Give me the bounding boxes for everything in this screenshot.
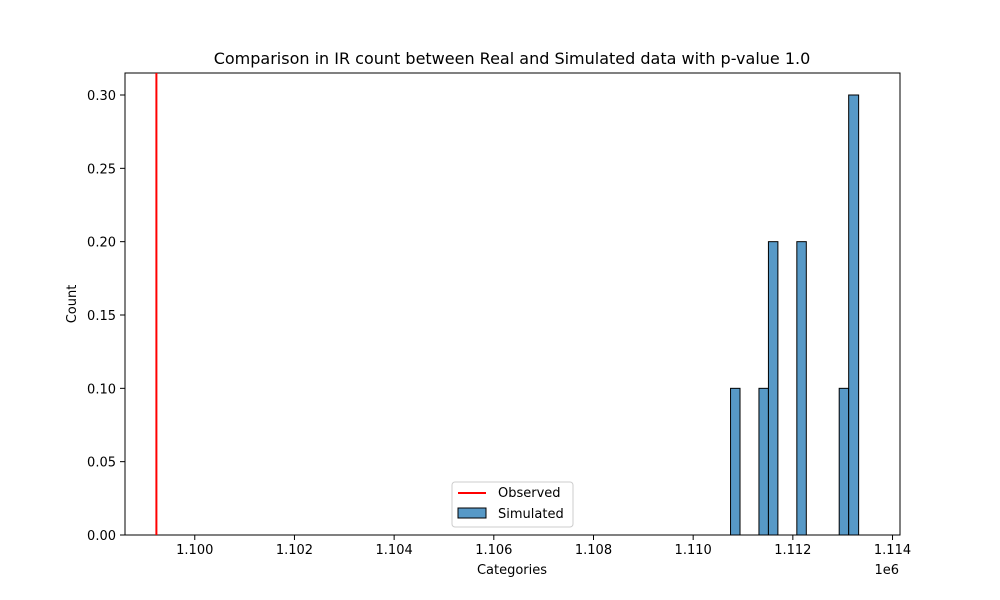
x-tick-label-7: 1.114: [874, 543, 911, 558]
x-tick-label-2: 1.104: [376, 543, 413, 558]
y-tick-label-6: 0.30: [87, 89, 116, 104]
legend-simulated-swatch: [457, 507, 487, 519]
chart-title: Comparison in IR count between Real and …: [214, 49, 811, 68]
plot-area: [124, 72, 901, 536]
x-axis: 1.100 1.102 1.104 1.106 1.108 1.110 1.112 1.114: [176, 535, 911, 558]
y-tick-label-1: 0.05: [87, 456, 116, 471]
y-tick-label-2: 0.10: [87, 382, 116, 397]
simulated-bar-1: [758, 387, 769, 536]
y-tick-label-4: 0.20: [87, 236, 116, 251]
y-tick-label-3: 0.15: [87, 309, 116, 324]
x-tick-label-3: 1.106: [475, 543, 512, 558]
x-tick-label-1: 1.102: [276, 543, 313, 558]
x-offset-label: 1e6: [874, 563, 899, 578]
legend-observed-label: Observed: [498, 486, 561, 501]
simulated-bar-2: [767, 241, 779, 536]
x-tick-label-5: 1.110: [675, 543, 712, 558]
x-tick-label-6: 1.112: [774, 543, 811, 558]
y-tick-label-0: 0.00: [87, 529, 116, 544]
plot-frame: [124, 72, 901, 536]
legend-simulated-label: Simulated: [498, 507, 564, 522]
simulated-bar-3: [796, 241, 807, 536]
simulated-bar-5: [848, 94, 860, 536]
x-axis-label: Categories: [477, 563, 547, 578]
simulated-bars: [730, 94, 860, 536]
simulated-bar-0: [730, 387, 741, 536]
y-tick-label-5: 0.25: [87, 162, 116, 177]
y-axis-label: Count: [65, 285, 80, 324]
legend: Observed Simulated: [451, 481, 574, 528]
x-tick-label-4: 1.108: [575, 543, 612, 558]
simulated-bar-4: [838, 387, 850, 536]
x-tick-label-0: 1.100: [176, 543, 213, 558]
y-axis: 0.00 0.05 0.10 0.15 0.20 0.25 0.30: [87, 89, 125, 544]
